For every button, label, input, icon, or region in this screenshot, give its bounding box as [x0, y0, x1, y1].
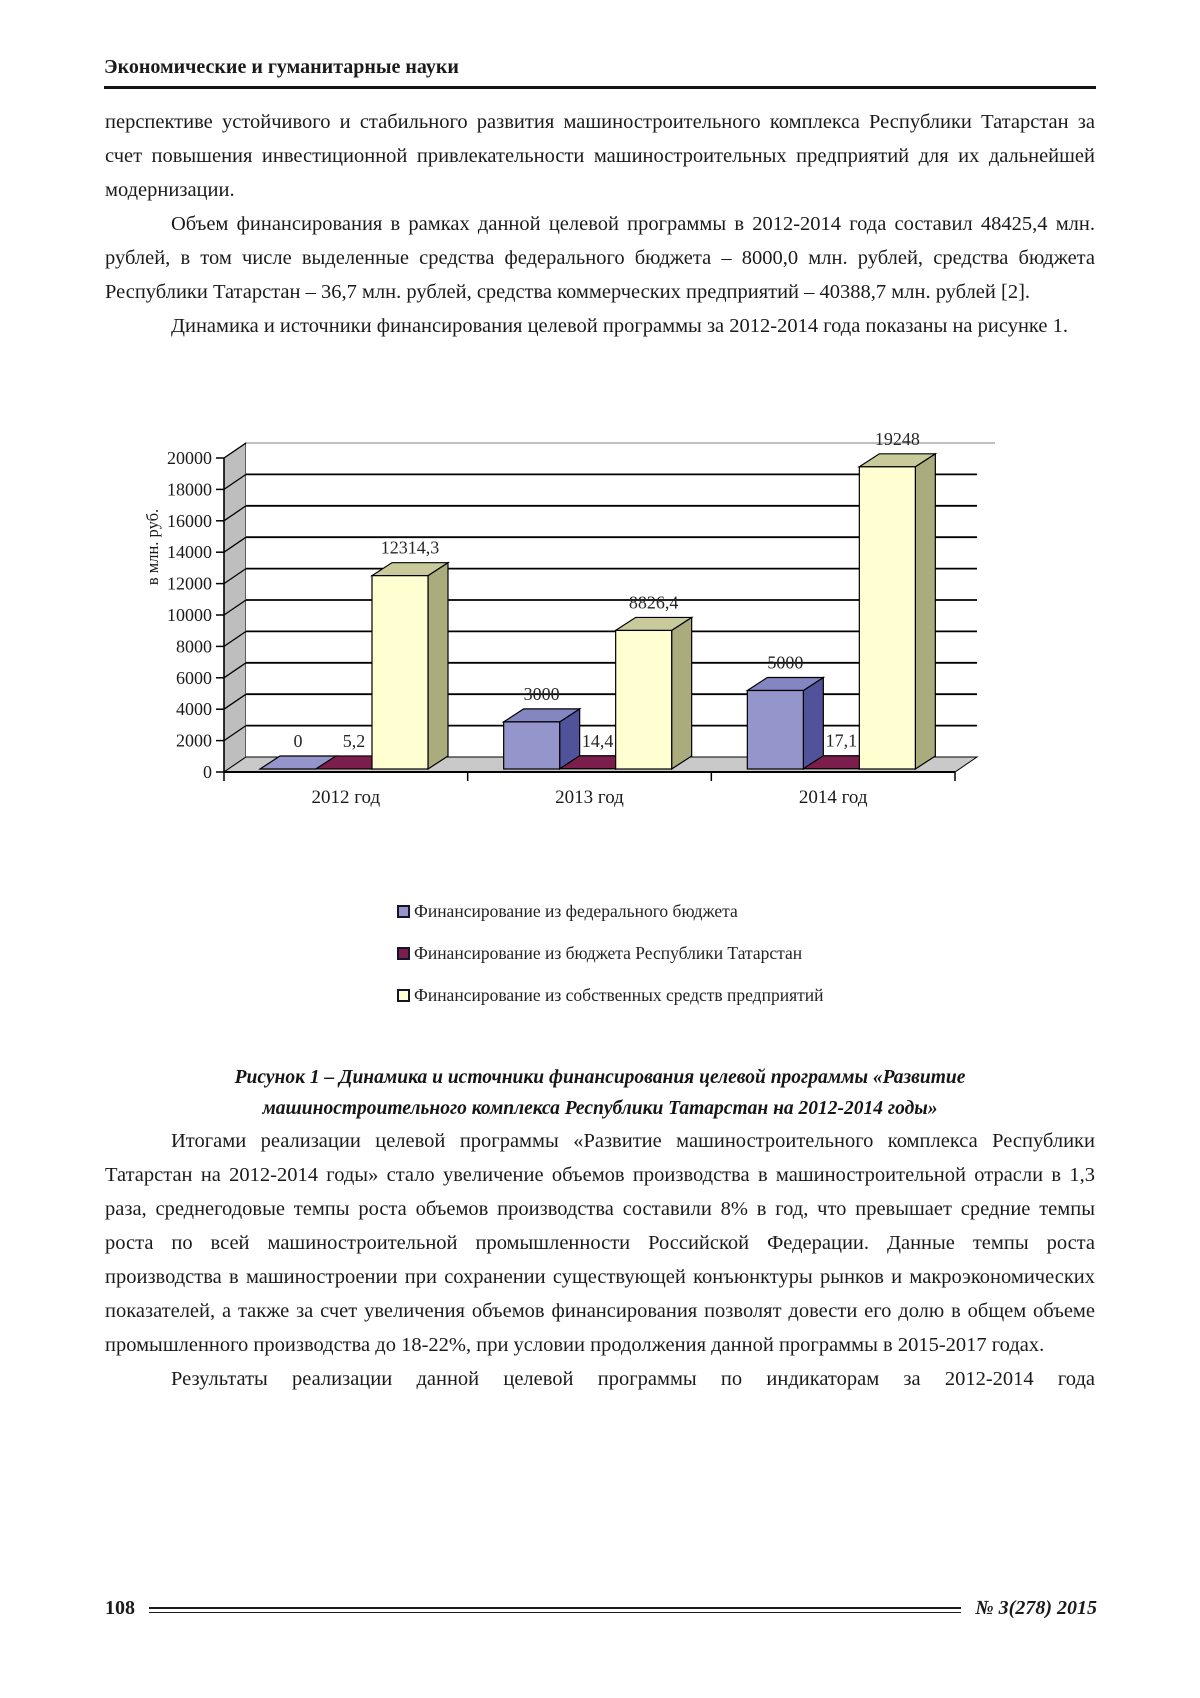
svg-text:2000: 2000: [176, 731, 212, 751]
svg-text:3000: 3000: [524, 684, 560, 704]
issue-number: № 3(278) 2015: [975, 1597, 1097, 1619]
legend-swatch-federal-budget-icon: [397, 905, 410, 918]
svg-text:14,4: 14,4: [582, 731, 614, 751]
legend-label: Финансирование из бюджета Республики Тат…: [414, 943, 803, 963]
legend-swatch-tatarstan-budget-icon: [397, 947, 410, 960]
svg-text:в млн. руб.: в млн. руб.: [143, 509, 162, 585]
paragraph-continuation: перспективе устойчивого и стабильного ра…: [105, 111, 1095, 201]
svg-text:4000: 4000: [176, 699, 212, 719]
legend-item-tatarstan-budget: Финансирование из бюджета Республики Тат…: [397, 943, 1095, 964]
paragraph-financing-volume: Объем финансирования в рамках данной цел…: [105, 213, 1095, 303]
legend-item-federal-budget: Финансирование из федерального бюджета: [397, 901, 1095, 922]
svg-text:18000: 18000: [167, 479, 212, 499]
svg-text:19248: 19248: [875, 429, 920, 449]
svg-text:16000: 16000: [167, 511, 212, 531]
bar-chart-3d: 0 2000 4000 6000 8000 10000 12000 14000 16000 180…: [143, 429, 995, 808]
svg-text:2013 год: 2013 год: [555, 787, 624, 808]
svg-text:2012 год: 2012 год: [311, 787, 380, 808]
svg-text:0: 0: [203, 762, 212, 782]
svg-text:10000: 10000: [167, 605, 212, 625]
legend-item-own-funds: Финансирование из собственных средств пр…: [397, 985, 1095, 1006]
svg-text:17,1: 17,1: [826, 731, 858, 751]
svg-text:6000: 6000: [176, 668, 212, 688]
svg-text:20000: 20000: [167, 448, 212, 468]
footer-rule: [149, 1606, 962, 1613]
body-column: перспективе устойчивого и стабильного ра…: [105, 105, 1095, 1396]
paragraph-indicators-intro: Результаты реализации данной целевой про…: [171, 1368, 1095, 1390]
svg-text:0: 0: [294, 731, 303, 751]
svg-text:14000: 14000: [167, 542, 212, 562]
figure-1: 0 2000 4000 6000 8000 10000 12000 14000 16000 180…: [105, 369, 1095, 1124]
svg-text:8000: 8000: [176, 636, 212, 656]
figure-caption: Рисунок 1 – Динамика и источники финанси…: [234, 1067, 966, 1119]
running-head: Экономические и гуманитарные науки: [104, 56, 1096, 89]
svg-text:12314,3: 12314,3: [381, 538, 440, 558]
legend-label: Финансирование из собственных средств пр…: [414, 985, 824, 1005]
page-number: 108: [105, 1597, 135, 1619]
paragraph-figure-reference: Динамика и источники финансирования целе…: [171, 315, 1068, 337]
legend-swatch-own-funds-icon: [397, 989, 410, 1002]
legend-label: Финансирование из федерального бюджета: [414, 901, 738, 921]
chart-legend: Финансирование из федерального бюджета Ф…: [397, 901, 1095, 1006]
svg-text:2014 год: 2014 год: [799, 787, 868, 808]
svg-text:12000: 12000: [167, 574, 212, 594]
svg-text:5,2: 5,2: [343, 731, 366, 751]
page-footer: 108 № 3(278) 2015: [105, 1597, 1097, 1620]
svg-text:8826,4: 8826,4: [629, 592, 679, 612]
svg-text:5000: 5000: [767, 653, 803, 673]
paragraph-program-results: Итогами реализации целевой программы «Ра…: [105, 1130, 1095, 1356]
